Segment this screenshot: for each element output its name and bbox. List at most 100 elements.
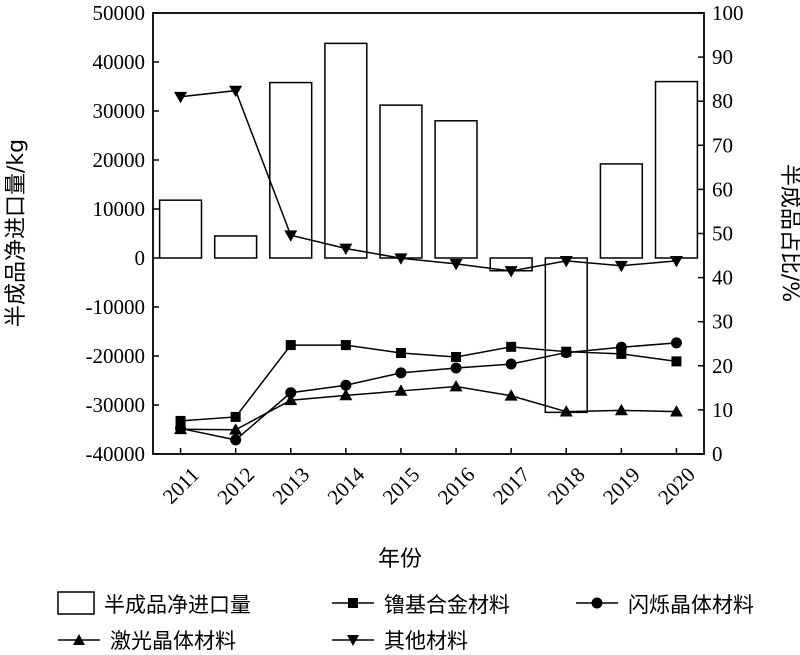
point-series-3-2011: [174, 91, 188, 104]
right-tick-label-0: 0: [712, 442, 723, 466]
bar-2016: [434, 120, 478, 259]
point-series-3-2019: [614, 260, 628, 273]
point-series-3-2013: [284, 230, 298, 242]
right-tick-label-100: 100: [712, 1, 744, 25]
left-tick-label-30000: 30000: [93, 99, 146, 123]
x-tick-label-2017: 2017: [488, 462, 535, 509]
point-series-2-2014: [339, 388, 353, 401]
left-tick-label-20000: 20000: [93, 148, 146, 172]
bar-2018: [544, 257, 588, 414]
left-tick-label--20000: -20000: [86, 344, 146, 368]
left-tick-label-10000: 10000: [93, 197, 146, 221]
point-series-0-2014: [340, 340, 351, 351]
series-line-3: [180, 89, 677, 272]
legend-label-laser-crystal: 激光晶体材料: [110, 629, 236, 653]
legend-label-scintillation-crystal: 闪烁晶体材料: [628, 593, 754, 617]
right-tick-label-40: 40: [712, 266, 733, 290]
x-tick-label-2014: 2014: [323, 462, 370, 509]
right-y-axis-title: 半成品占比/%: [777, 164, 800, 302]
left-tick-label--10000: -10000: [86, 295, 146, 319]
point-series-2-2020: [669, 405, 683, 417]
x-tick-label-2018: 2018: [543, 462, 590, 509]
point-series-0-2017: [506, 341, 517, 352]
point-series-0-2012: [230, 411, 241, 422]
point-series-3-2017: [504, 266, 518, 278]
right-tick-label-90: 90: [712, 45, 733, 69]
point-series-1-2018: [560, 347, 572, 359]
point-series-0-2013: [285, 340, 296, 351]
right-tick-label-30: 30: [712, 310, 733, 334]
point-series-2-2017: [504, 389, 518, 401]
bar-2015: [379, 104, 423, 259]
legend-label-lutetium-alloy: 镥基合金材料: [384, 593, 510, 617]
lines-layer: [174, 85, 683, 446]
bar-2013: [269, 81, 313, 259]
point-series-1-2015: [395, 367, 407, 379]
bars-layer: [158, 42, 699, 414]
x-tick-label-2019: 2019: [598, 462, 645, 509]
legend-marker-triangle-up: [73, 634, 85, 645]
x-axis-title: 年份: [378, 547, 422, 572]
left-y-axis-title: 半成品净进口量/kg: [4, 139, 29, 327]
point-series-2-2018: [559, 405, 573, 417]
left-tick-label-40000: 40000: [93, 50, 146, 74]
legend-item-bar: 半成品净进口量: [57, 591, 251, 617]
point-series-2-2012: [229, 423, 243, 435]
x-tick-label-2011: 2011: [158, 462, 204, 508]
point-series-3-2016: [449, 259, 463, 271]
point-series-2-2011: [174, 422, 188, 435]
left-tick-label-0: 0: [135, 246, 146, 270]
right-tick-label-80: 80: [712, 89, 733, 113]
bar-2019: [599, 163, 644, 259]
point-series-1-2016: [450, 362, 462, 374]
x-tick-label-2016: 2016: [433, 462, 480, 509]
legend-marker-square: [348, 598, 358, 608]
x-tick-label-2020: 2020: [653, 462, 700, 509]
x-tick-label-2012: 2012: [212, 462, 259, 509]
point-series-1-2017: [505, 358, 517, 370]
left-tick-label--30000: -30000: [86, 393, 146, 417]
point-series-2-2015: [394, 384, 408, 396]
right-tick-label-50: 50: [712, 222, 733, 246]
left-tick-label--40000: -40000: [86, 442, 146, 466]
series-line-0: [180, 344, 677, 422]
left-tick-label-50000: 50000: [93, 1, 146, 25]
bar-2011: [158, 199, 203, 259]
legend-label-other-materials: 其他材料: [384, 629, 468, 653]
legend-item-other-materials: 其他材料: [332, 629, 468, 653]
legend-label-bar: 半成品净进口量: [104, 593, 251, 617]
point-series-0-2020: [671, 356, 682, 367]
point-series-2-2013: [284, 393, 298, 406]
right-tick-label-20: 20: [712, 354, 733, 378]
legend-item-lutetium-alloy: 镥基合金材料: [332, 593, 510, 617]
point-series-1-2012: [230, 434, 242, 446]
point-series-2-2016: [449, 380, 463, 392]
x-tick-label-2013: 2013: [267, 462, 314, 509]
point-series-0-2011: [175, 415, 186, 426]
point-series-1-2013: [285, 387, 297, 399]
point-series-3-2012: [229, 85, 243, 98]
legend-item-scintillation-crystal: 闪烁晶体材料: [576, 593, 754, 617]
right-tick-label-60: 60: [712, 177, 733, 201]
right-tick-label-10: 10: [712, 398, 733, 422]
bar-2012: [213, 235, 258, 259]
point-series-0-2019: [616, 348, 627, 359]
point-series-1-2019: [615, 341, 627, 353]
point-series-3-2015: [394, 253, 408, 265]
point-series-3-2014: [339, 243, 353, 255]
point-series-0-2016: [451, 351, 462, 362]
legend-item-laser-crystal: 激光晶体材料: [58, 629, 236, 653]
point-series-1-2020: [670, 337, 682, 349]
legend-bar-swatch: [57, 591, 95, 615]
x-tick-label-2015: 2015: [378, 462, 425, 509]
series-line-2: [180, 385, 677, 431]
right-tick-label-70: 70: [712, 133, 733, 157]
bar-2020: [654, 80, 699, 259]
series-line-1: [180, 342, 677, 441]
bar-2014: [324, 42, 368, 259]
legend-marker-circle: [591, 597, 603, 609]
point-series-3-2018: [559, 255, 573, 268]
point-series-2-2019: [614, 403, 628, 416]
legend: 半成品净进口量 镥基合金材料 闪烁晶体材料 激光晶体材料 其他材料: [57, 591, 754, 653]
